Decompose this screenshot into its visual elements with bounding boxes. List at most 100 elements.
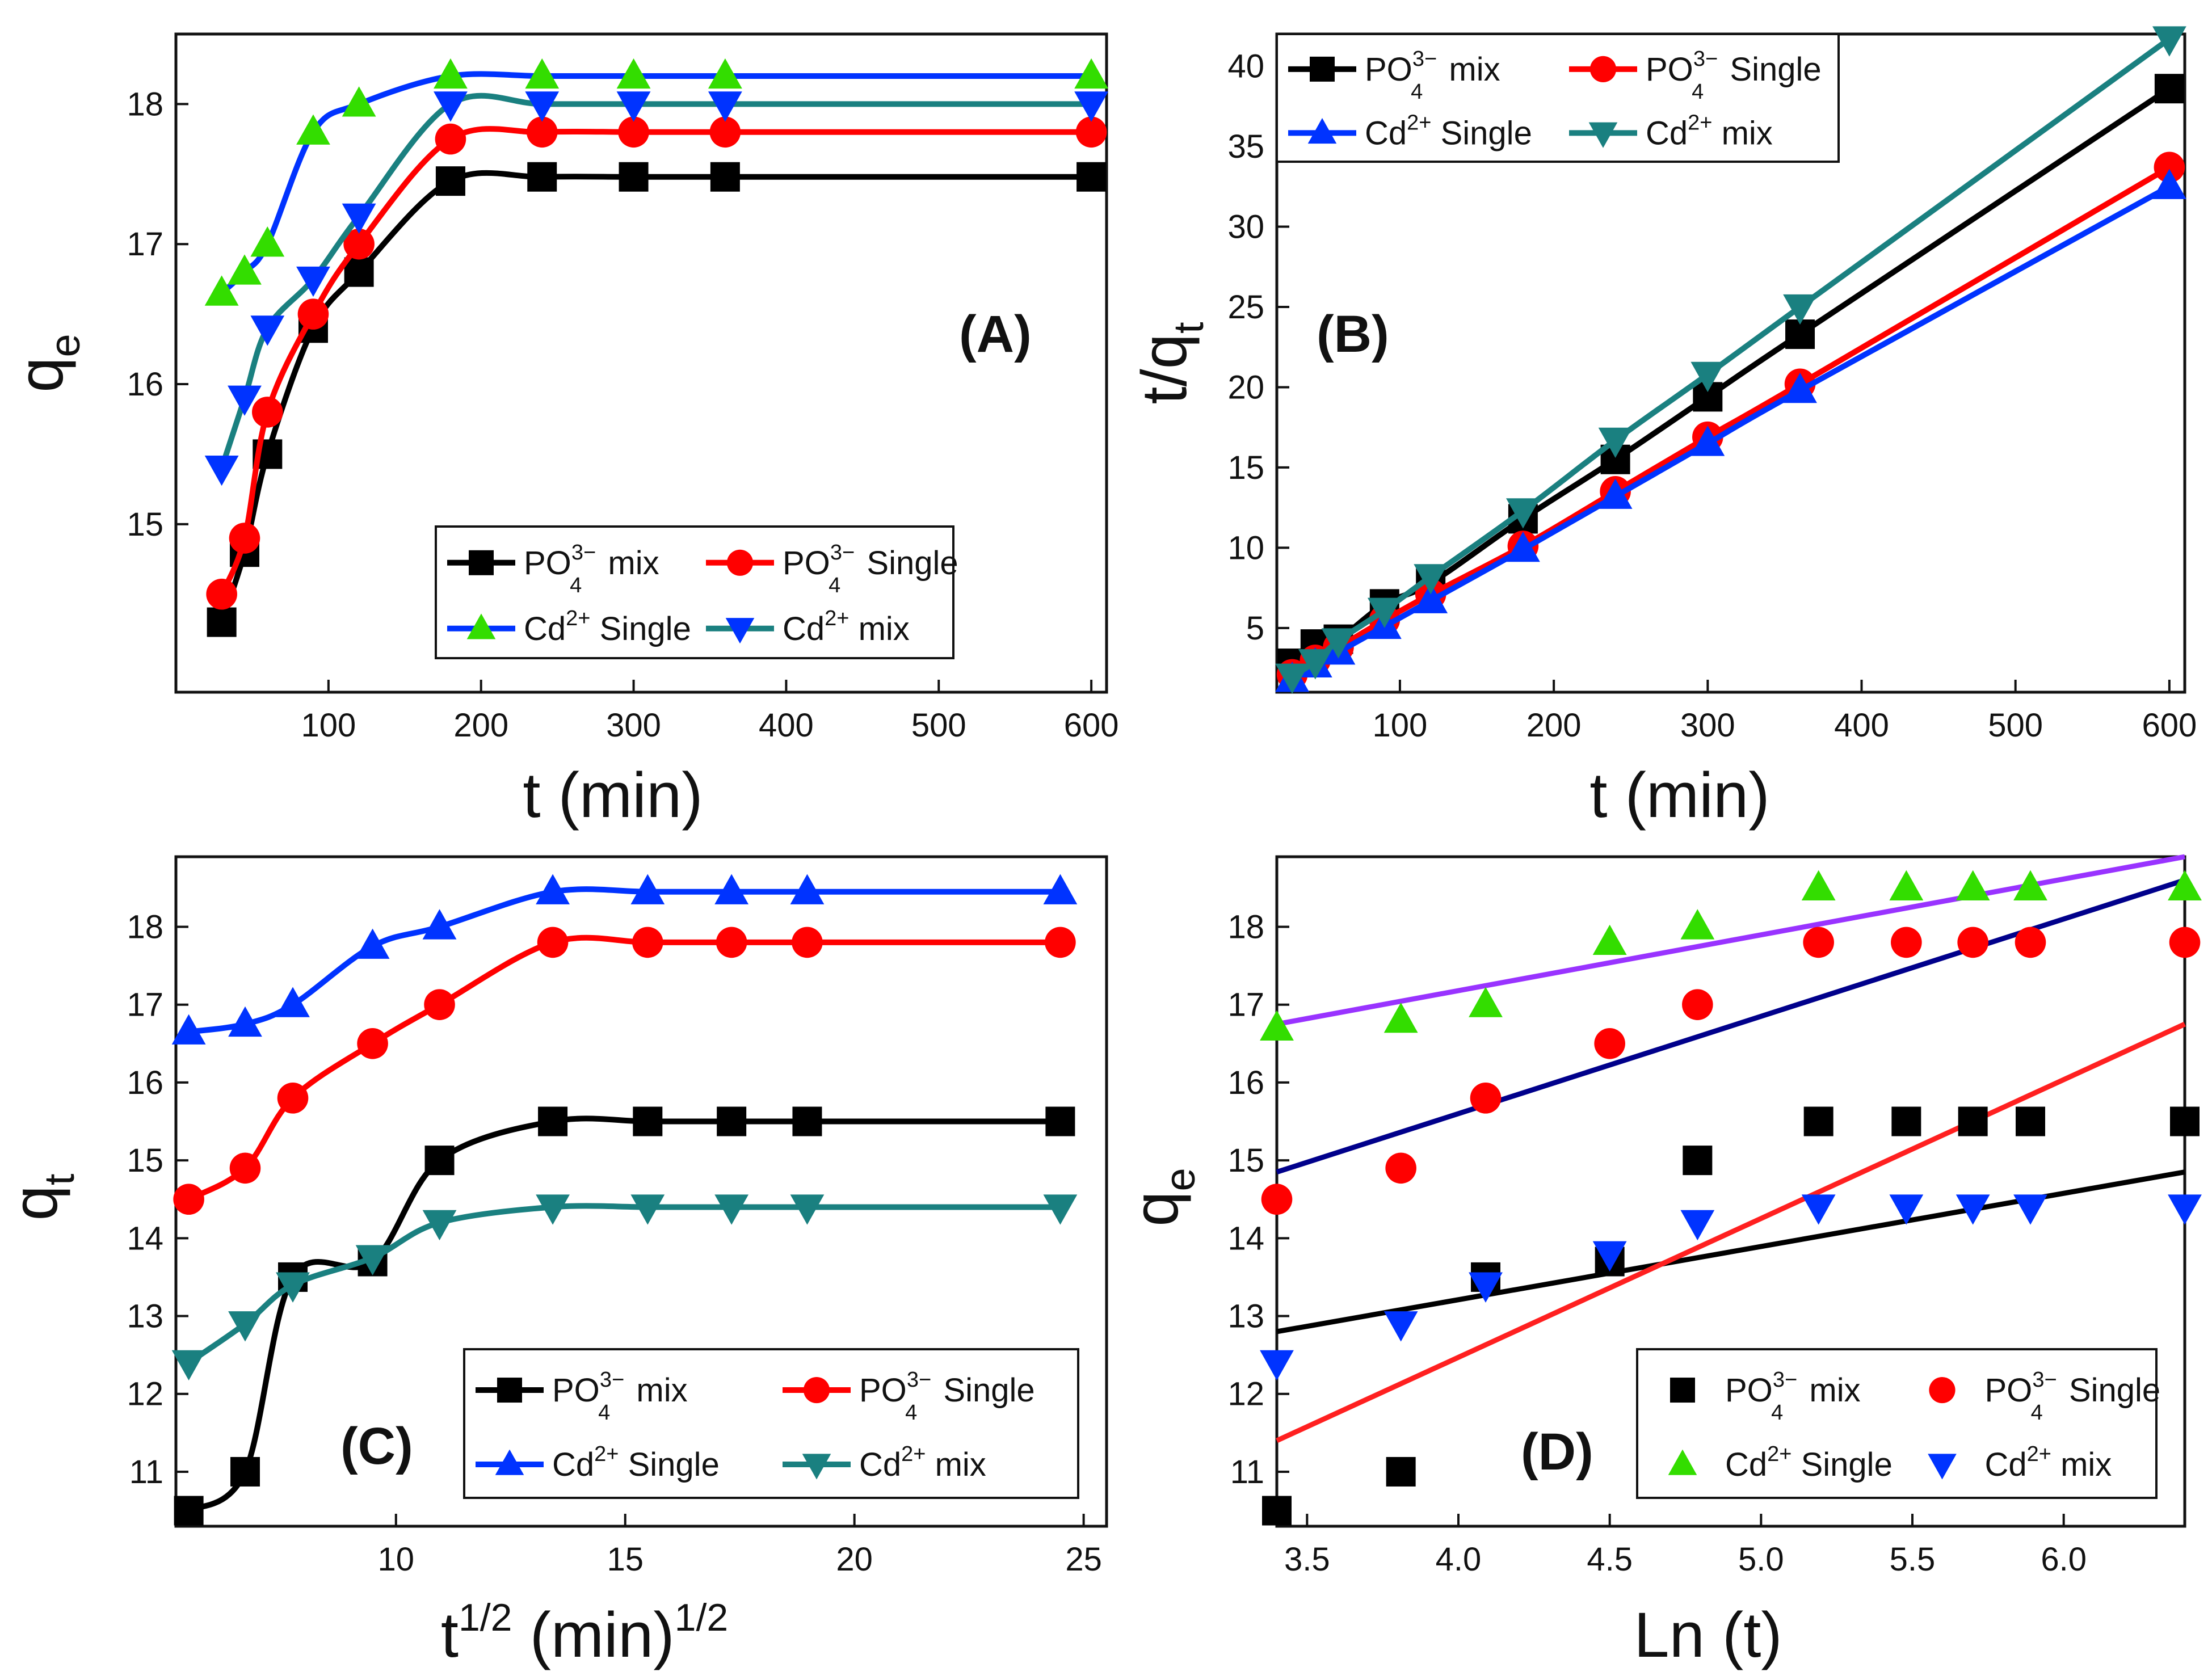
x-tick-label: 5.0 bbox=[1738, 1541, 1784, 1578]
data-point bbox=[422, 1210, 457, 1241]
data-point bbox=[228, 1311, 262, 1342]
data-point bbox=[1891, 1106, 1921, 1136]
legend-label: Cd2+ mix bbox=[783, 607, 910, 647]
legend-marker bbox=[1589, 56, 1617, 82]
legend-label: Cd2+ Single bbox=[552, 1442, 720, 1483]
panel-a-x-axis-title: t (min) bbox=[523, 760, 703, 831]
y-tick-label: 35 bbox=[1227, 128, 1264, 165]
data-point bbox=[1958, 1106, 1988, 1136]
data-point bbox=[357, 1028, 388, 1059]
data-point bbox=[630, 1194, 665, 1225]
series-line bbox=[188, 886, 1061, 1035]
data-point bbox=[708, 91, 742, 122]
y-tick-label: 40 bbox=[1227, 48, 1264, 85]
fit-line bbox=[1276, 1169, 2185, 1334]
data-point bbox=[2168, 870, 2202, 900]
data-point bbox=[714, 874, 749, 904]
legend-item: PO3− 4 Single bbox=[783, 1368, 1035, 1425]
data-point bbox=[355, 1245, 390, 1275]
x-tick-label: 100 bbox=[1373, 707, 1428, 744]
data-point bbox=[1043, 1194, 1078, 1225]
x-tick-label: 300 bbox=[1680, 707, 1735, 744]
fit-line bbox=[1276, 854, 2185, 1027]
x-tick-label: 100 bbox=[301, 707, 356, 744]
data-point bbox=[2013, 870, 2047, 900]
legend-label: PO3− 4 Single bbox=[783, 541, 958, 597]
legend-label: Cd2+ mix bbox=[1646, 111, 1773, 151]
data-point bbox=[1598, 478, 1633, 509]
data-point bbox=[1505, 531, 1540, 562]
y-tick-label: 12 bbox=[127, 1376, 163, 1413]
data-point bbox=[536, 874, 570, 904]
y-tick-label: 15 bbox=[1227, 449, 1264, 486]
panel-a-y-axis-title: qe bbox=[5, 334, 89, 392]
series-2 bbox=[1260, 870, 2202, 1041]
y-tick-label: 10 bbox=[1227, 529, 1264, 566]
legend-box bbox=[435, 525, 954, 659]
data-point bbox=[1074, 58, 1109, 89]
data-point bbox=[174, 1496, 204, 1526]
data-point bbox=[2170, 1106, 2200, 1136]
data-point bbox=[228, 254, 262, 285]
legend-marker bbox=[466, 613, 496, 639]
legend-marker bbox=[469, 550, 494, 575]
y-tick-label: 18 bbox=[127, 86, 163, 123]
y-tick-label: 16 bbox=[1227, 1064, 1264, 1101]
data-point bbox=[1680, 909, 1715, 940]
legend-item: Cd2+ mix bbox=[1569, 111, 1773, 151]
data-point bbox=[1469, 987, 1503, 1017]
x-tick-label: 300 bbox=[606, 707, 661, 744]
legend-item: Cd2+ Single bbox=[476, 1442, 720, 1483]
legend-item: Cd2+ Single bbox=[1288, 111, 1532, 151]
data-point bbox=[525, 58, 560, 89]
legend-label: PO3− 4 mix bbox=[1365, 47, 1500, 104]
data-point bbox=[252, 397, 283, 428]
y-tick-label: 16 bbox=[127, 1064, 163, 1101]
panel-d: 3.5 4.0 4.5 5.0 5.5 6.0 11 12 13 14 15 16 17 18 (D) PO3… bbox=[1227, 854, 2202, 1578]
data-point bbox=[537, 927, 569, 958]
data-point bbox=[1045, 1106, 1075, 1136]
data-point bbox=[228, 385, 262, 416]
data-point bbox=[229, 523, 260, 554]
data-point bbox=[633, 1106, 663, 1136]
x-tick-label: 400 bbox=[1834, 707, 1889, 744]
legend-marker bbox=[1928, 1454, 1957, 1480]
legend-item: Cd2+ Single bbox=[1668, 1442, 1893, 1483]
y-tick-label: 5 bbox=[1246, 610, 1264, 647]
legend-item: PO3− 4 mix bbox=[1670, 1368, 1861, 1425]
data-point bbox=[1298, 649, 1332, 680]
legend-box bbox=[1276, 33, 1840, 163]
data-point bbox=[1414, 564, 1448, 595]
panel-b-x-axis-title: t (min) bbox=[1589, 760, 1769, 831]
legend-label: PO3− 4 mix bbox=[524, 541, 659, 597]
series-line bbox=[187, 934, 1061, 1202]
series-0 bbox=[174, 1106, 1075, 1526]
data-point bbox=[207, 607, 237, 637]
data-point bbox=[435, 123, 466, 155]
legend-item: PO3− 4 mix bbox=[447, 541, 659, 597]
legend-label: Cd2+ Single bbox=[524, 607, 691, 647]
legend-label: PO3− 4 Single bbox=[859, 1368, 1035, 1425]
panel-c-legend: PO3− 4 mix PO3− 4 Single Cd2+ Single Cd2+ mix bbox=[463, 1348, 1079, 1499]
data-point bbox=[2169, 927, 2201, 958]
panel-a-frame bbox=[174, 32, 1108, 694]
fit-line bbox=[1276, 1021, 2186, 1443]
data-point bbox=[296, 114, 330, 145]
series-1 bbox=[1261, 927, 2201, 1215]
legend-label: PO3− 4 Single bbox=[1646, 47, 1822, 104]
data-point bbox=[1505, 498, 1540, 529]
data-point bbox=[276, 1272, 310, 1303]
panel-d-x-axis-title: Ln (t) bbox=[1634, 1599, 1782, 1670]
legend-item: Cd2+ mix bbox=[706, 607, 910, 647]
data-point bbox=[297, 298, 329, 330]
legend-marker bbox=[1588, 122, 1618, 148]
data-point bbox=[229, 1152, 261, 1184]
y-tick-label: 20 bbox=[1227, 369, 1264, 406]
legend-marker bbox=[1307, 117, 1337, 144]
legend-item: Cd2+ Single bbox=[447, 607, 691, 647]
y-tick-label: 14 bbox=[1227, 1220, 1264, 1257]
data-point bbox=[343, 228, 375, 260]
data-point bbox=[1043, 874, 1078, 904]
y-tick-label: 11 bbox=[1230, 1454, 1264, 1490]
